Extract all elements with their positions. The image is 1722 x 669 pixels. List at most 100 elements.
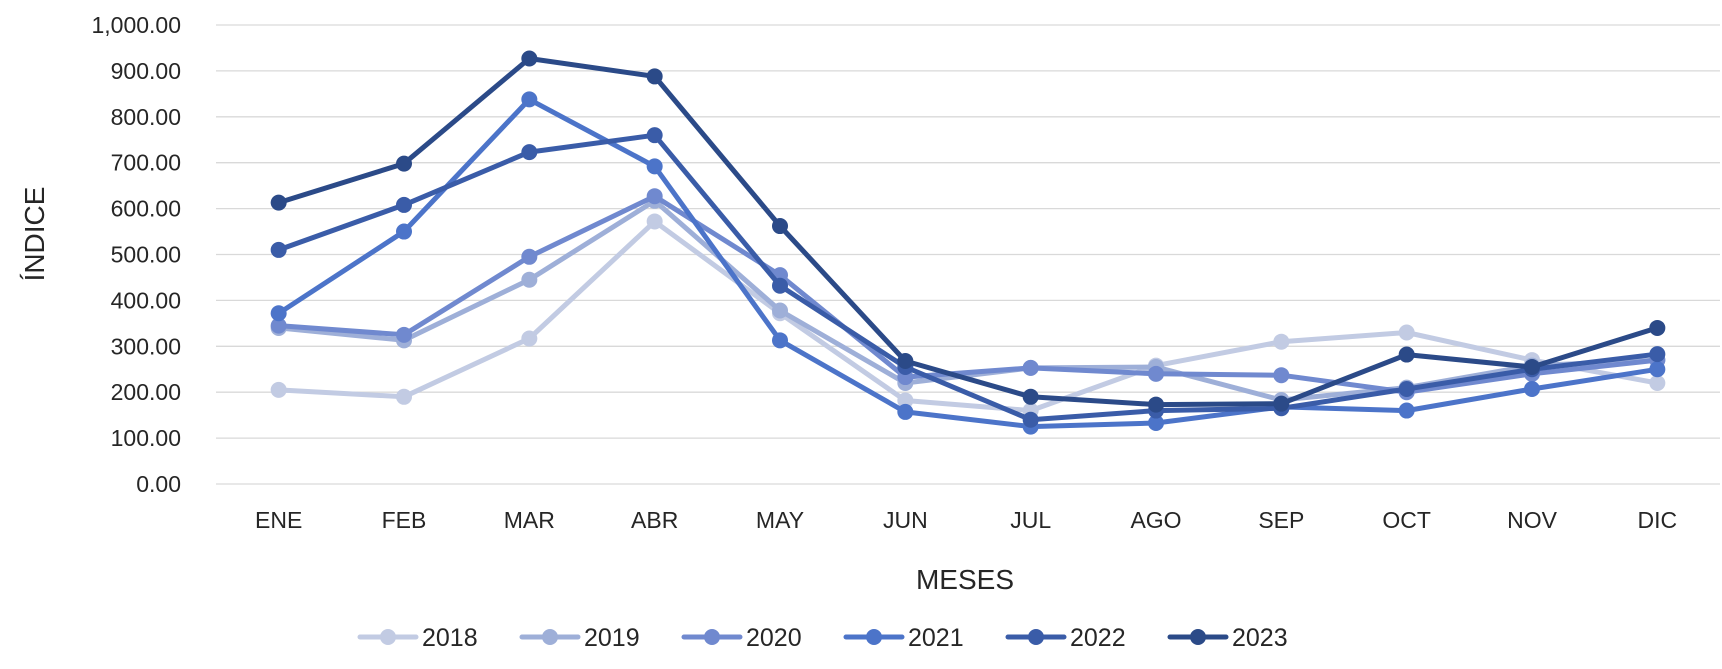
data-point-2023 bbox=[396, 155, 412, 172]
x-tick-label: ABR bbox=[631, 507, 678, 533]
data-point-2023 bbox=[772, 218, 788, 235]
data-point-2021 bbox=[1649, 361, 1666, 378]
legend-label: 2020 bbox=[746, 624, 802, 652]
data-point-2021 bbox=[270, 305, 287, 322]
data-point-2023 bbox=[1649, 319, 1666, 336]
x-tick-label: MAR bbox=[504, 507, 555, 533]
y-tick-label: 200.00 bbox=[111, 379, 181, 405]
data-point-2018 bbox=[270, 381, 287, 398]
legend-label: 2018 bbox=[422, 624, 478, 652]
legend-swatch-marker bbox=[866, 629, 882, 645]
data-point-2018 bbox=[1273, 333, 1290, 350]
data-point-2018 bbox=[1398, 324, 1415, 341]
legend-label: 2021 bbox=[908, 624, 964, 652]
series-2020 bbox=[270, 188, 1666, 401]
x-tick-label: MAY bbox=[756, 507, 804, 533]
data-point-2023 bbox=[646, 68, 663, 85]
series-2022 bbox=[270, 127, 1666, 428]
data-point-2022 bbox=[270, 241, 287, 258]
x-tick-label: SEP bbox=[1258, 507, 1304, 533]
legend-item-2020: 2020 bbox=[681, 624, 802, 652]
legend-label: 2019 bbox=[584, 624, 640, 652]
legend-swatch-marker bbox=[542, 629, 558, 645]
x-axis-title: MESES bbox=[916, 564, 1014, 595]
data-point-2018 bbox=[396, 388, 412, 405]
series-line-2022 bbox=[276, 132, 1660, 423]
data-point-2021 bbox=[1148, 414, 1164, 431]
data-point-2023 bbox=[1524, 358, 1540, 375]
data-point-2021 bbox=[897, 403, 914, 420]
data-point-2021 bbox=[646, 158, 663, 175]
data-point-2022 bbox=[521, 144, 538, 161]
legend-swatch-marker bbox=[1028, 629, 1044, 645]
data-point-2021 bbox=[772, 332, 788, 349]
data-point-2020 bbox=[1022, 359, 1039, 376]
y-tick-label: 400.00 bbox=[111, 287, 181, 313]
legend-swatch-marker bbox=[704, 629, 720, 645]
data-point-2022 bbox=[1649, 346, 1666, 363]
data-point-2020 bbox=[1148, 365, 1164, 382]
data-point-2022 bbox=[1398, 380, 1415, 397]
data-point-2020 bbox=[1273, 367, 1290, 384]
series-lines bbox=[270, 50, 1666, 435]
y-axis-title: ÍNDICE bbox=[19, 187, 50, 282]
data-point-2018 bbox=[897, 392, 914, 409]
y-tick-label: 100.00 bbox=[111, 425, 181, 451]
data-point-2020 bbox=[646, 188, 663, 205]
legend-label: 2023 bbox=[1232, 624, 1288, 652]
legend-item-2018: 2018 bbox=[357, 624, 478, 652]
gridlines bbox=[216, 24, 1720, 485]
legend-swatch-marker bbox=[380, 629, 396, 645]
data-point-2023 bbox=[1148, 396, 1164, 413]
data-point-2022 bbox=[1022, 411, 1039, 428]
y-tick-label: 300.00 bbox=[111, 333, 181, 359]
x-tick-label: DIC bbox=[1638, 507, 1678, 533]
x-tick-label: AGO bbox=[1130, 507, 1181, 533]
data-point-2021 bbox=[1398, 402, 1415, 419]
y-tick-label: 600.00 bbox=[111, 196, 181, 222]
data-point-2020 bbox=[270, 317, 287, 334]
data-point-2019 bbox=[772, 302, 788, 319]
series-line-2020 bbox=[276, 193, 1660, 395]
series-line-2018 bbox=[276, 219, 1660, 414]
data-point-2023 bbox=[270, 194, 287, 211]
data-point-2023 bbox=[1398, 346, 1415, 363]
y-tick-labels: 0.00 100.00 200.00 300.00 400.00 500.00 600.00… bbox=[91, 12, 181, 497]
x-tick-label: JUN bbox=[883, 507, 928, 533]
legend-swatch-marker bbox=[1190, 629, 1206, 645]
data-point-2018 bbox=[646, 213, 663, 230]
legend: 2018 2019 2020 2021 2022 2023 bbox=[357, 624, 1288, 652]
data-point-2023 bbox=[1273, 395, 1290, 412]
data-point-2023 bbox=[1022, 388, 1039, 405]
series-line-2023 bbox=[276, 56, 1660, 408]
y-tick-label: 500.00 bbox=[111, 242, 181, 268]
series-2018 bbox=[270, 213, 1666, 419]
x-tick-label: ENE bbox=[255, 507, 302, 533]
data-point-2021 bbox=[521, 91, 538, 108]
y-tick-label: 800.00 bbox=[111, 104, 181, 130]
series-2023 bbox=[270, 50, 1666, 413]
data-point-2021 bbox=[396, 223, 412, 240]
x-tick-label: JUL bbox=[1010, 507, 1051, 533]
legend-item-2023: 2023 bbox=[1167, 624, 1288, 652]
x-tick-label: OCT bbox=[1382, 507, 1431, 533]
y-tick-label: 0.00 bbox=[136, 471, 181, 497]
data-point-2023 bbox=[521, 50, 538, 67]
x-tick-label: FEB bbox=[382, 507, 427, 533]
legend-item-2021: 2021 bbox=[843, 624, 964, 652]
y-tick-label: 1,000.00 bbox=[91, 12, 181, 38]
legend-label: 2022 bbox=[1070, 624, 1126, 652]
data-point-2021 bbox=[1524, 380, 1540, 397]
data-point-2020 bbox=[396, 326, 412, 343]
x-tick-labels: ENE FEB MAR ABR MAY JUN JUL AGO SEP OCT NOV DIC bbox=[255, 507, 1677, 533]
data-point-2020 bbox=[521, 248, 538, 265]
y-tick-label: 900.00 bbox=[111, 58, 181, 84]
data-point-2023 bbox=[897, 352, 914, 369]
data-point-2022 bbox=[646, 127, 663, 144]
y-tick-label: 700.00 bbox=[111, 150, 181, 176]
data-point-2022 bbox=[396, 196, 412, 213]
data-point-2019 bbox=[521, 271, 538, 288]
legend-item-2019: 2019 bbox=[519, 624, 640, 652]
